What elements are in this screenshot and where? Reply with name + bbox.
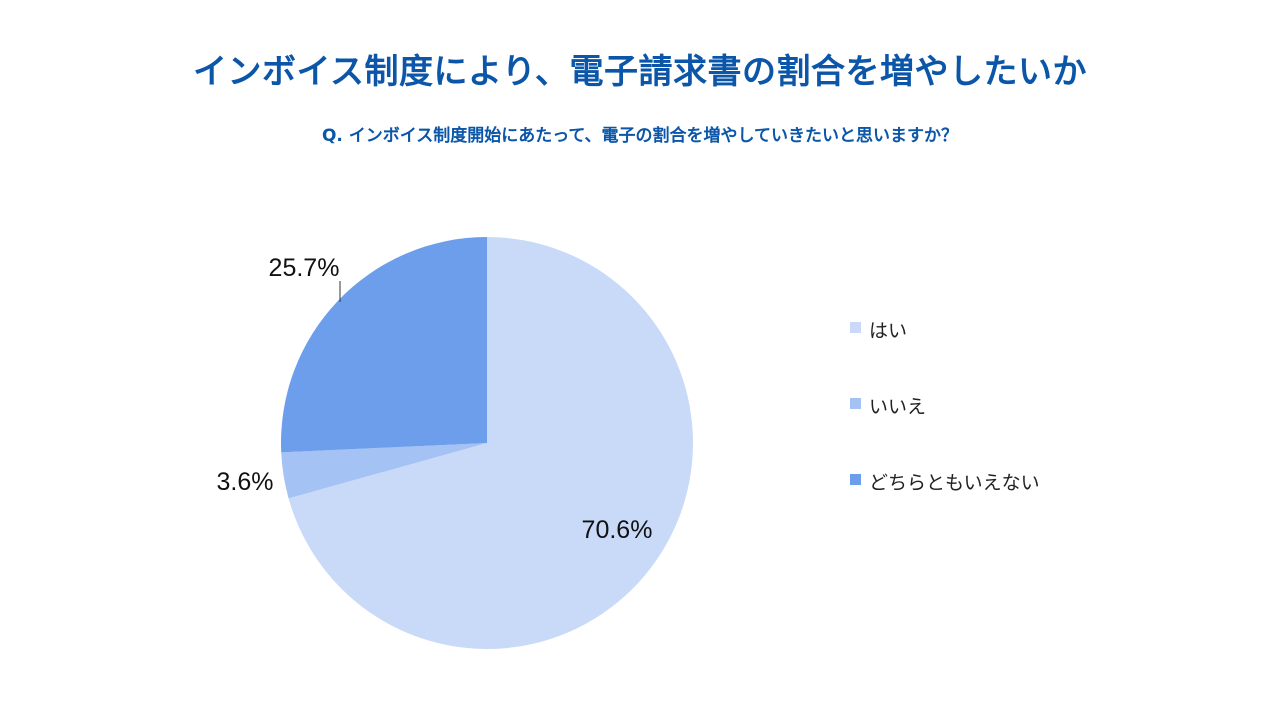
data-label-neither: 25.7% <box>269 254 340 282</box>
chart-subtitle: Q. インボイス制度開始にあたって、電子の割合を増やしていきたいと思いますか？ <box>321 126 959 146</box>
data-label-yes: 70.6% <box>582 516 653 544</box>
legend-item-neither: どちらともいえない <box>850 468 1040 544</box>
legend-label: いいえ <box>869 396 927 418</box>
legend-swatch <box>850 322 861 333</box>
pie-slice-yes <box>288 237 694 649</box>
pie-slice-neither <box>280 237 487 453</box>
legend-swatch <box>850 398 861 409</box>
chart-title: インボイス制度により、電子請求書の割合を増やしたいか <box>193 52 1087 92</box>
pie-slice-no <box>281 443 487 499</box>
legend-label: どちらともいえない <box>869 472 1040 494</box>
legend-swatch <box>850 474 861 485</box>
legend-item-no: いいえ <box>850 392 1040 468</box>
chart-legend: はいいいえどちらともいえない <box>850 316 1040 544</box>
legend-item-yes: はい <box>850 316 1040 392</box>
legend-label: はい <box>869 320 908 342</box>
data-label-no: 3.6% <box>217 468 274 496</box>
